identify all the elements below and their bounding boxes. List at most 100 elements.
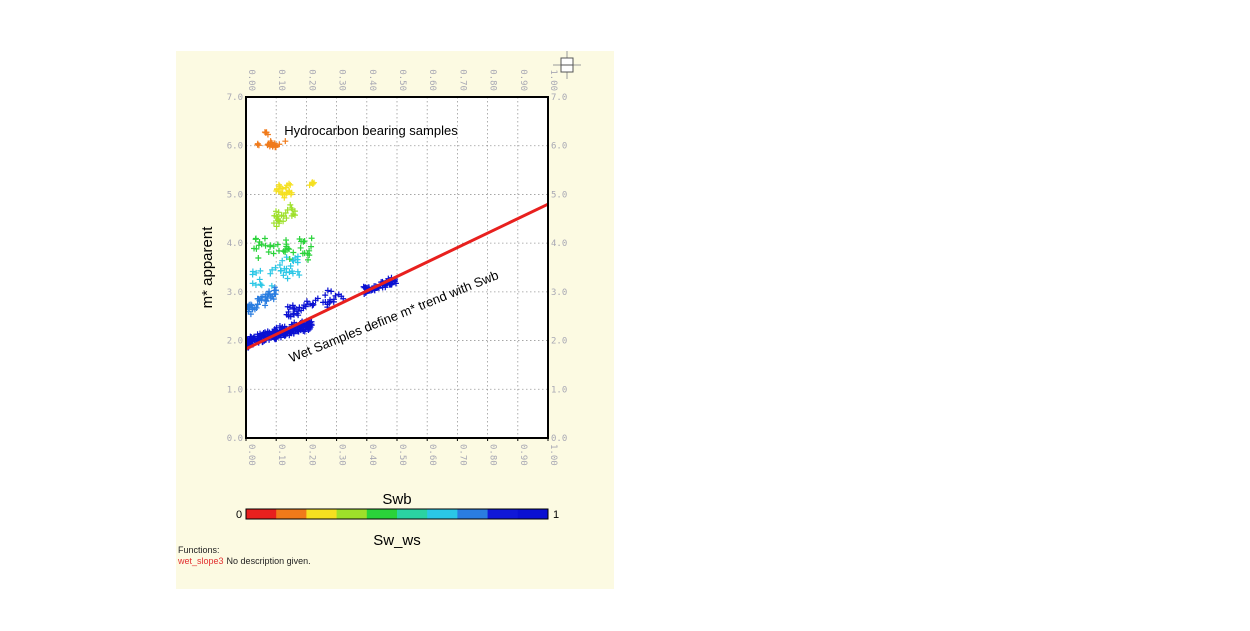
x-tick-label-top: 1.00 <box>548 69 558 91</box>
scatter-point <box>254 335 261 342</box>
y-tick-label-right: 5.0 <box>551 190 567 200</box>
chart-panel: 0.00 0.00 0.10 0.10 0.20 0.20 0.30 0.30 0.40 0.40… <box>176 51 614 589</box>
scatter-point <box>300 238 307 245</box>
y-tick-label-left: 5.0 <box>227 190 243 200</box>
scatter-point <box>287 181 294 188</box>
x-tick-label-bottom: 0.80 <box>488 444 498 466</box>
x-tick-label-bottom: 0.60 <box>427 444 437 466</box>
color-scale-max: 1 <box>553 509 559 521</box>
scatter-point <box>263 297 270 304</box>
annotation-hydrocarbon: Hydrocarbon bearing samples <box>284 123 458 138</box>
scatter-point <box>274 241 281 248</box>
scatter-point <box>284 330 291 337</box>
functions-legend: Functions: wet_slope3 No description give… <box>178 545 311 567</box>
scatter-point <box>297 244 304 251</box>
scatter-point <box>264 142 271 149</box>
scatter-point <box>262 242 269 249</box>
scatter-point <box>301 238 308 245</box>
scatter-point <box>286 256 293 263</box>
scatter-point <box>266 288 273 295</box>
x-tick-label-top: 0.90 <box>518 69 528 91</box>
color-scale-segment <box>457 509 489 519</box>
scatter-point <box>290 305 297 312</box>
x-tick-label-top: 0.10 <box>276 69 286 91</box>
scatter-point <box>257 281 264 288</box>
scatter-point <box>301 250 308 257</box>
plot-frame <box>245 96 549 439</box>
scatter-point <box>281 265 288 272</box>
scatter-point <box>276 141 283 148</box>
scatter-point <box>309 180 316 187</box>
x-axis-label: Swb <box>382 491 411 508</box>
y-tick-label-right: 4.0 <box>551 239 567 249</box>
scatter-point <box>263 129 270 136</box>
scatter-point <box>314 295 321 302</box>
scatter-point <box>362 284 369 291</box>
scatter-point <box>284 189 291 196</box>
scatter-point <box>322 292 329 299</box>
x-tick-label-top: 0.60 <box>427 69 437 91</box>
scatter-point <box>248 302 255 309</box>
scatter-point <box>287 313 294 320</box>
scatter-point <box>262 293 269 300</box>
scatter-point <box>303 298 310 305</box>
color-scale-segment <box>276 509 307 519</box>
scatter-point <box>281 194 288 201</box>
x-tick-label-top: 0.30 <box>337 69 347 91</box>
scatter-point <box>272 264 279 271</box>
y-tick-label-right: 0.0 <box>551 434 567 444</box>
crossplot-svg: 0.000.000.100.100.200.200.300.300.400.40… <box>199 51 581 549</box>
scatter-point <box>290 249 297 256</box>
scatter-point <box>298 307 305 314</box>
y-tick-label-right: 3.0 <box>551 288 567 298</box>
scatter-point <box>306 182 313 189</box>
scatter-point <box>309 302 316 309</box>
scatter-point <box>255 142 262 149</box>
scatter-point <box>294 327 301 334</box>
scatter-point <box>289 268 296 275</box>
scatter-point <box>284 275 291 282</box>
x-tick-label-bottom: 0.40 <box>367 444 377 466</box>
color-scale-segment <box>427 509 458 519</box>
scatter-point <box>283 254 290 261</box>
scatter-point <box>328 288 335 295</box>
x-tick-label-bottom: 0.20 <box>306 444 316 466</box>
scatter-point <box>296 236 303 243</box>
scatter-point <box>296 304 303 311</box>
scatter-point <box>278 267 285 274</box>
scatter-point <box>249 271 256 278</box>
scatter-point <box>276 220 283 227</box>
x-tick-label-top: 0.20 <box>306 69 316 91</box>
scatter-point <box>264 290 271 297</box>
function-description: No description given. <box>226 556 311 566</box>
scatter-point <box>322 299 329 306</box>
x-tick-label-bottom: 0.10 <box>276 444 286 466</box>
y-tick-label-left: 6.0 <box>227 142 243 152</box>
y-tick-label-right: 6.0 <box>551 142 567 152</box>
scatter-point <box>254 301 261 308</box>
function-name[interactable]: wet_slope3 <box>178 556 224 566</box>
color-scale-segment <box>487 509 519 519</box>
y-tick-label-left: 0.0 <box>227 434 243 444</box>
scatter-point <box>279 257 286 264</box>
trend-line <box>245 202 549 351</box>
scatter-point <box>285 180 292 187</box>
scatter-point <box>305 256 312 263</box>
scatter-point <box>290 211 297 218</box>
scatter-point <box>271 287 278 294</box>
scatter-point <box>279 324 286 331</box>
scatter-point <box>280 218 287 225</box>
scatter-point <box>278 212 285 219</box>
scatter-point <box>272 327 279 334</box>
scatter-point <box>286 304 293 311</box>
scatter-point <box>253 269 260 276</box>
scatter-point <box>301 324 308 331</box>
scatter-point <box>267 295 274 302</box>
scatter-point <box>262 297 269 304</box>
scatter-point <box>305 301 312 308</box>
scatter-point <box>308 235 315 242</box>
scatter-point <box>266 329 273 336</box>
scatter-point <box>280 272 287 279</box>
color-scale-min: 0 <box>236 509 242 521</box>
x-tick-label-bottom: 0.50 <box>397 444 407 466</box>
